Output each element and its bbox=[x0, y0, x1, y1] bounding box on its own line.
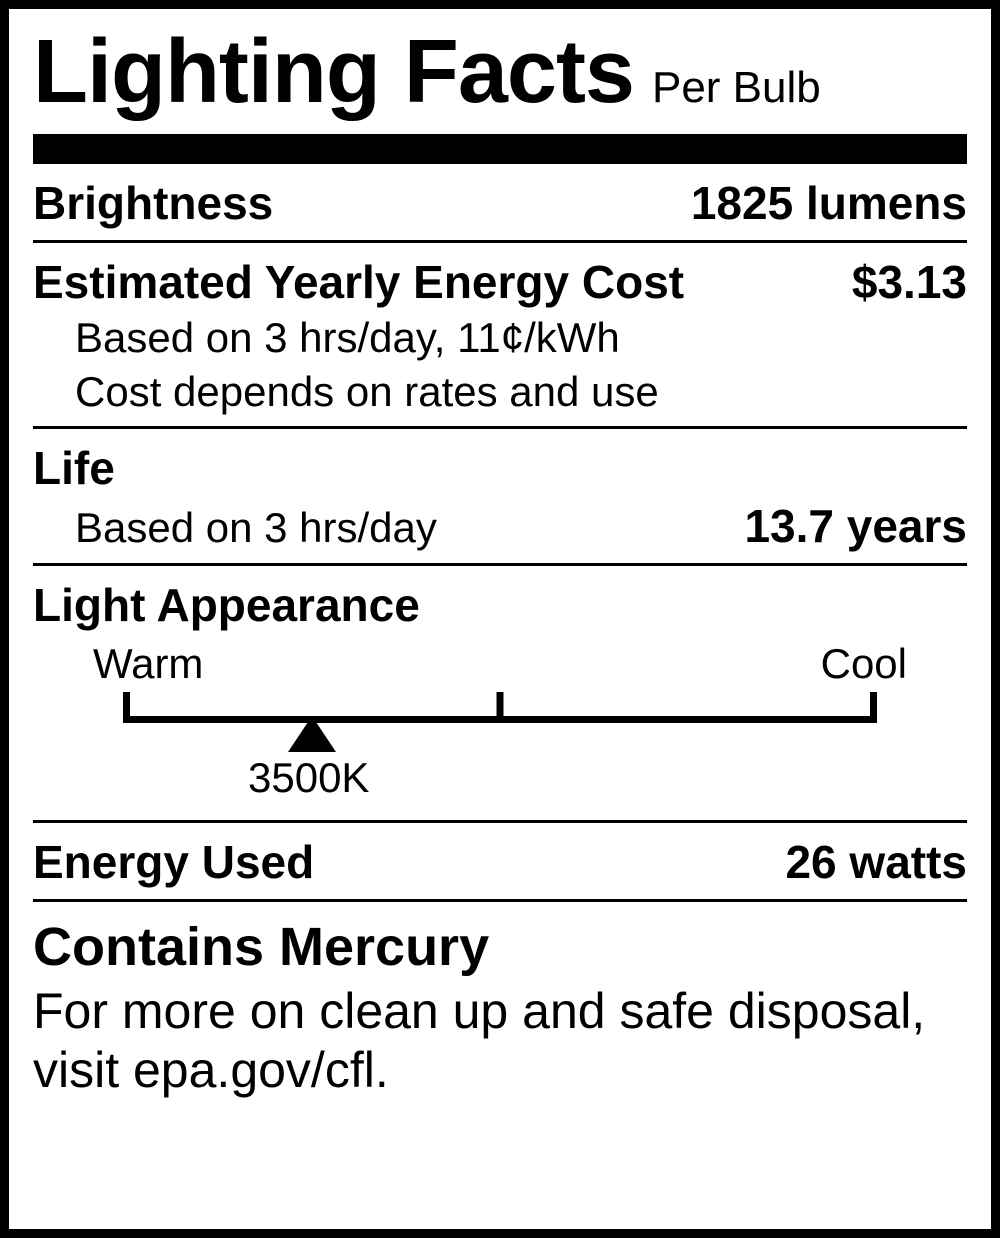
scale-tick-right bbox=[870, 692, 877, 723]
cool-label: Cool bbox=[821, 640, 907, 688]
energy-cost-label: Estimated Yearly Energy Cost bbox=[33, 255, 684, 309]
life-section: Life Based on 3 hrs/day 13.7 years bbox=[33, 429, 967, 566]
energy-cost-section: Estimated Yearly Energy Cost $3.13 Based… bbox=[33, 243, 967, 429]
kelvin-value: 3500K bbox=[33, 752, 967, 802]
color-temp-scale bbox=[123, 692, 877, 752]
mercury-text: For more on clean up and safe disposal, … bbox=[33, 978, 967, 1100]
scale-pointer-icon bbox=[288, 716, 336, 752]
brightness-section: Brightness 1825 lumens bbox=[33, 164, 967, 243]
warm-label: Warm bbox=[93, 640, 203, 688]
appearance-section: Light Appearance Warm Cool 3500K bbox=[33, 566, 967, 823]
mercury-section: Contains Mercury For more on clean up an… bbox=[33, 902, 967, 1100]
header: Lighting Facts Per Bulb bbox=[33, 21, 967, 130]
energy-used-section: Energy Used 26 watts bbox=[33, 823, 967, 902]
energy-cost-value: $3.13 bbox=[852, 255, 967, 309]
life-label: Life bbox=[33, 441, 115, 495]
energy-cost-basis-2: Cost depends on rates and use bbox=[33, 363, 967, 417]
scale-tick-left bbox=[123, 692, 130, 723]
energy-used-label: Energy Used bbox=[33, 835, 314, 889]
appearance-label: Light Appearance bbox=[33, 578, 967, 632]
brightness-label: Brightness bbox=[33, 176, 273, 230]
energy-cost-basis-1: Based on 3 hrs/day, 11¢/kWh bbox=[33, 309, 967, 363]
scale-tick-mid bbox=[497, 692, 504, 723]
brightness-value: 1825 lumens bbox=[691, 176, 967, 230]
lighting-facts-label: Lighting Facts Per Bulb Brightness 1825 … bbox=[0, 0, 1000, 1238]
header-bar bbox=[33, 134, 967, 164]
title: Lighting Facts bbox=[33, 21, 634, 124]
life-basis: Based on 3 hrs/day bbox=[33, 503, 437, 553]
subtitle: Per Bulb bbox=[652, 63, 821, 113]
energy-used-value: 26 watts bbox=[785, 835, 967, 889]
mercury-title: Contains Mercury bbox=[33, 916, 967, 978]
life-value: 13.7 years bbox=[744, 499, 967, 553]
